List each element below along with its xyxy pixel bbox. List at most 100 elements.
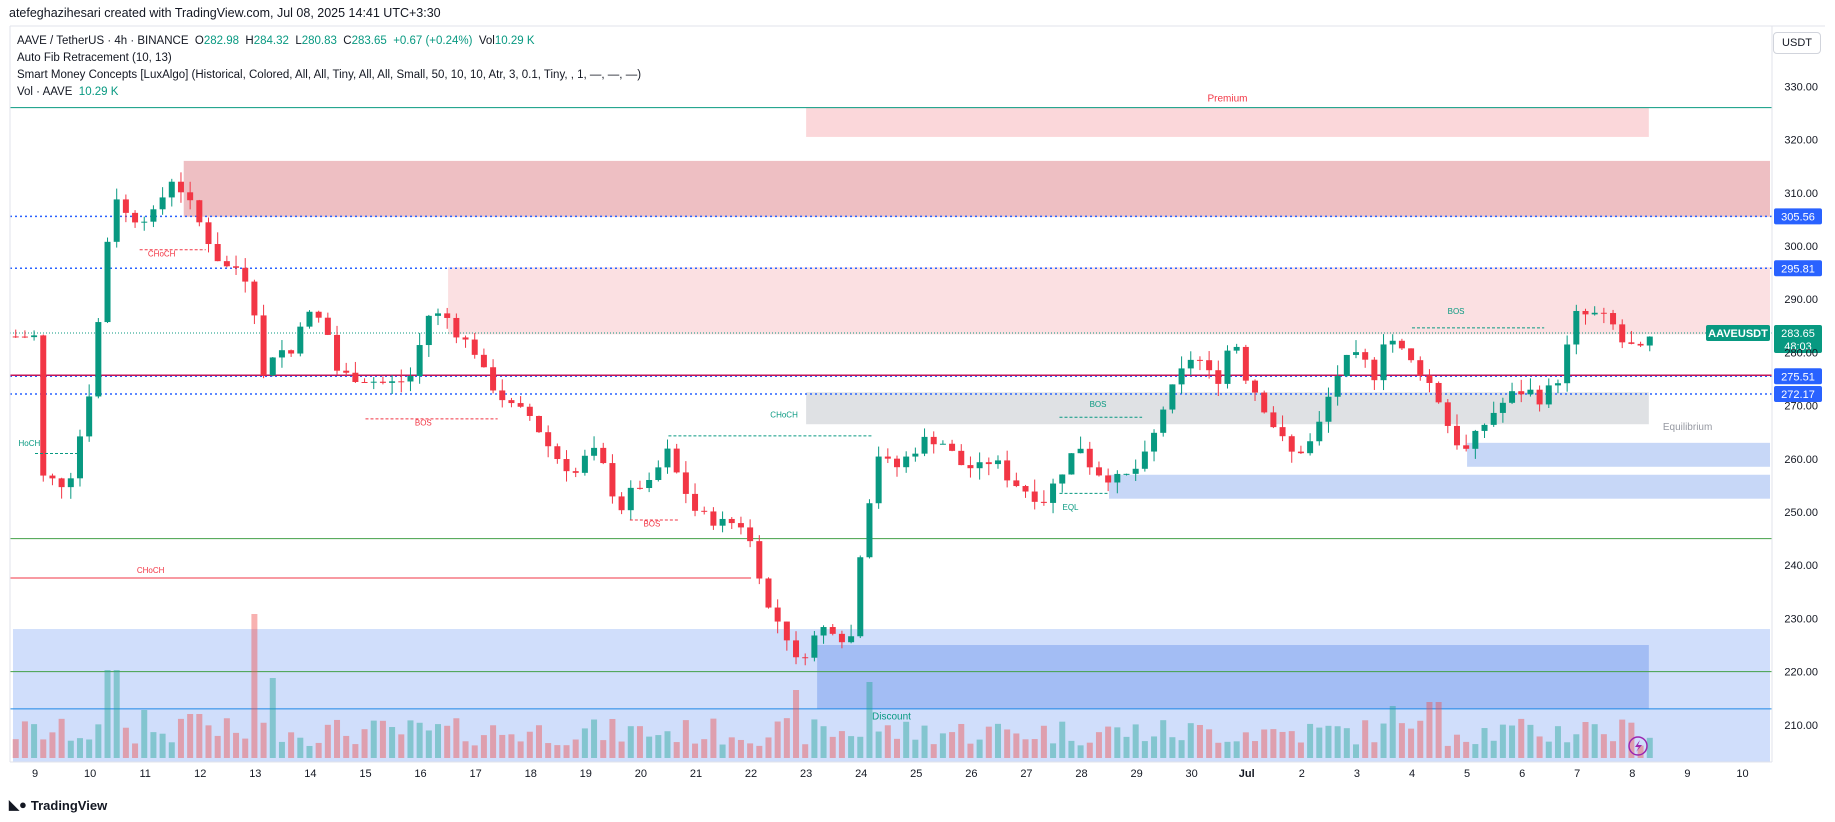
structure-label-8: CHoCH	[137, 566, 165, 575]
volume-bar	[710, 718, 717, 758]
candle-body	[1086, 448, 1093, 468]
candle-body	[150, 209, 157, 222]
candle-body	[168, 181, 175, 198]
volume-bar	[407, 720, 414, 758]
candle-body	[1233, 346, 1240, 351]
candle-body	[1316, 421, 1323, 442]
symbol-label[interactable]: AAVE / TetherUS · 4h · BINANCE	[17, 35, 189, 47]
volume-bar	[976, 739, 983, 758]
candle-body	[1050, 483, 1057, 503]
structure-label-0: CHoCH	[148, 250, 176, 259]
volume-bar	[838, 731, 845, 758]
vol-label: Vol	[478, 35, 495, 47]
volume-bar	[187, 714, 194, 758]
x-tick-label: 28	[1075, 768, 1087, 780]
candle-body	[1178, 368, 1185, 385]
candle-body	[205, 222, 212, 245]
volume-bar	[1297, 742, 1304, 758]
y-tick-label: 290.00	[1784, 294, 1818, 306]
zone-1	[183, 160, 1771, 217]
candle-body	[682, 472, 689, 494]
x-tick-label: 8	[1629, 768, 1635, 780]
volume-bar	[334, 719, 341, 758]
tradingview-logo[interactable]: ◣● TradingView	[9, 797, 107, 813]
x-tick-label: 24	[855, 768, 867, 780]
candle-body	[802, 657, 809, 659]
candle-body	[306, 311, 313, 327]
candle-body	[1215, 370, 1222, 384]
volume-bar	[894, 738, 901, 758]
volume-bar	[1426, 702, 1433, 758]
volume-bar	[774, 721, 781, 758]
volume-bar	[1022, 739, 1029, 758]
candle-body	[857, 557, 864, 637]
candle-body	[1004, 460, 1011, 481]
x-tick-label: 18	[525, 768, 537, 780]
candle-body	[159, 197, 166, 210]
candle-body	[811, 635, 818, 658]
volume-bar	[233, 732, 240, 758]
candle-body	[1628, 342, 1635, 344]
candle-body	[21, 336, 28, 338]
indicator-fib[interactable]: Auto Fib Retracement (10, 13)	[17, 52, 172, 64]
legend-symbol-row: AAVE / TetherUS · 4h · BINANCE O282.98 H…	[17, 33, 641, 50]
candle-body	[1453, 425, 1460, 446]
volume-bar	[1307, 723, 1314, 758]
x-tick-label: 9	[1684, 768, 1690, 780]
candle-body	[848, 636, 855, 643]
y-tick-label: 260.00	[1784, 454, 1818, 466]
candle-body	[471, 339, 478, 355]
volume-bar	[1040, 725, 1047, 758]
candle-body	[334, 334, 341, 371]
y-tick-label: 250.00	[1784, 507, 1818, 519]
x-tick-label: 6	[1519, 768, 1525, 780]
price-tag-label-0: 305.56	[1781, 211, 1815, 223]
candle-body	[783, 621, 790, 641]
volume-bar	[370, 720, 377, 758]
volume-bar	[389, 727, 396, 758]
candle-body	[1545, 385, 1552, 405]
candle-body	[1463, 445, 1470, 449]
candle-body	[435, 313, 442, 316]
currency-unit-button[interactable]: USDT	[1773, 32, 1821, 54]
candle-body	[664, 448, 671, 468]
volume-bar	[609, 718, 616, 758]
candle-body	[756, 541, 763, 579]
volume-bar	[40, 739, 47, 758]
candle-body	[1380, 344, 1387, 381]
candle-body	[343, 370, 350, 373]
volume-bar	[1398, 723, 1405, 758]
candle-body	[223, 261, 230, 267]
price-tag-label-3: 272.17	[1781, 389, 1815, 401]
volume-bar	[1123, 736, 1130, 758]
candle-body	[233, 266, 240, 268]
candle-body	[1591, 312, 1598, 315]
x-tick-label: 15	[359, 768, 371, 780]
volume-bar	[1554, 726, 1561, 758]
volume-bar	[1196, 724, 1203, 758]
indicator-smc[interactable]: Smart Money Concepts [LuxAlgo] (Historic…	[17, 69, 642, 81]
y-tick-label: 240.00	[1784, 560, 1818, 572]
candle-body	[141, 221, 148, 223]
candle-body	[820, 627, 827, 636]
price-tag-2	[1774, 368, 1822, 385]
volume-bar	[288, 732, 295, 758]
lightning-icon	[1628, 736, 1648, 756]
indicator-volume[interactable]: Vol · AAVE 10.29 K	[17, 84, 641, 101]
y-tick-label: 320.00	[1784, 135, 1818, 147]
candle-body	[480, 354, 487, 368]
zone-6	[12, 629, 1771, 763]
volume-bar	[352, 744, 359, 758]
volume-bar	[701, 739, 708, 758]
volume-bar	[1472, 744, 1479, 758]
x-tick-label: 25	[910, 768, 922, 780]
last-price-symbol-label: AAVEUSDT	[1708, 328, 1768, 340]
chart-header: atefeghazihesari created with TradingVie…	[9, 6, 441, 20]
volume-bar	[884, 725, 891, 758]
volume-bar	[471, 745, 478, 758]
volume-bar	[692, 743, 699, 758]
candle-body	[1417, 360, 1424, 376]
volume-bar	[343, 735, 350, 758]
volume-bar	[297, 737, 304, 758]
